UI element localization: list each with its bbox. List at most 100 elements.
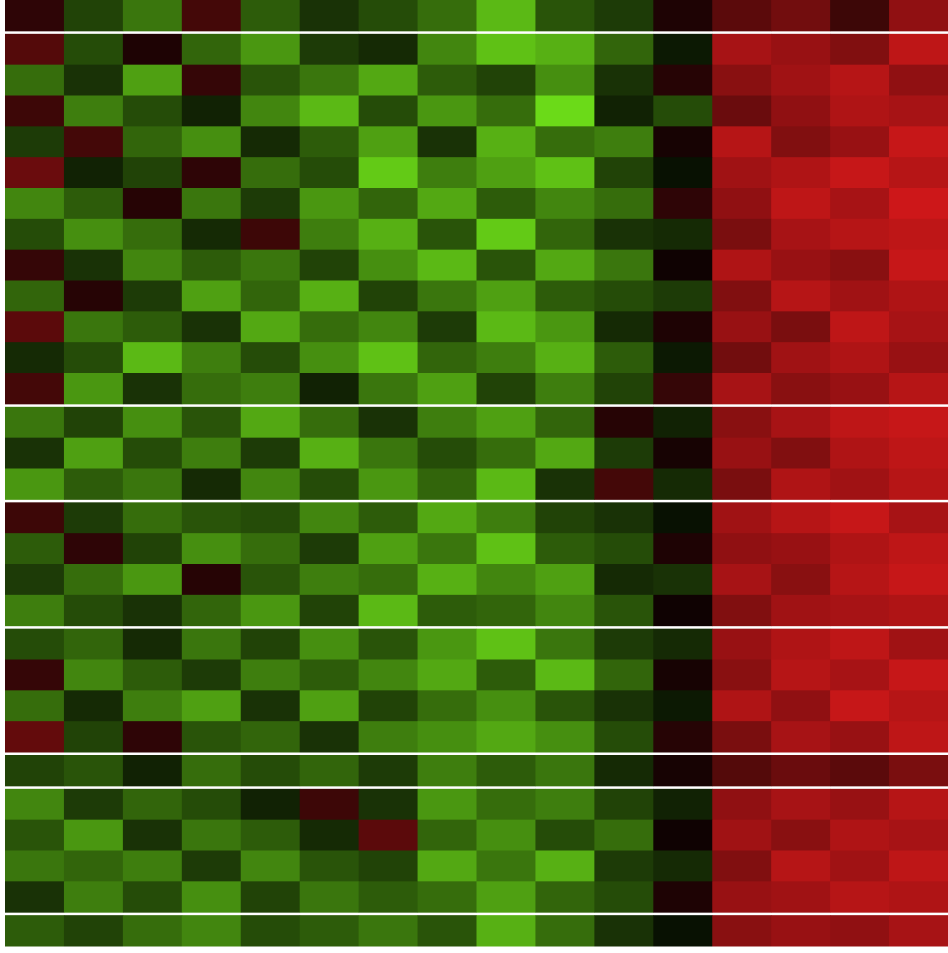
heat-cell (653, 188, 713, 220)
heat-cell (122, 126, 183, 158)
heat-cell (476, 188, 536, 220)
heat-cell (771, 33, 831, 66)
heat-cell (358, 249, 419, 281)
heat-cell (299, 311, 360, 343)
heat-cell (712, 502, 772, 534)
heat-cell (240, 881, 301, 913)
heat-cell (5, 373, 65, 405)
heat-cell (594, 915, 654, 947)
heat-cell (299, 850, 360, 882)
heat-cell (417, 659, 477, 691)
heat-cell (5, 881, 65, 913)
heat-cell (240, 188, 301, 220)
heat-cell (653, 0, 713, 32)
heat-cell (358, 64, 419, 96)
heat-cell (299, 33, 360, 66)
heat-cell (417, 881, 477, 913)
heat-cell (476, 468, 536, 500)
heat-cell (476, 881, 536, 913)
heat-cell (63, 126, 124, 158)
heat-cell (417, 437, 477, 469)
heat-cell (240, 406, 301, 439)
heat-cell (594, 468, 654, 500)
heat-cell (181, 788, 242, 821)
heat-cell (830, 659, 890, 691)
heat-cell (771, 249, 831, 281)
heat-cell (653, 406, 713, 439)
heat-cell (299, 95, 360, 127)
heat-cell (889, 249, 948, 281)
heat-cell (181, 280, 242, 312)
heat-cell (181, 437, 242, 469)
heat-cell (889, 755, 948, 787)
heat-cell (653, 755, 713, 787)
heat-cell (889, 311, 948, 343)
heat-cell (63, 533, 124, 565)
heat-cell (535, 533, 595, 565)
heat-cell (63, 406, 124, 439)
heat-cell (712, 437, 772, 469)
heat-cell (889, 157, 948, 189)
heat-cell (771, 819, 831, 851)
heat-cell (889, 406, 948, 439)
heat-cell (594, 819, 654, 851)
heat-cell (771, 218, 831, 251)
heat-cell (712, 819, 772, 851)
heat-cell (653, 373, 713, 405)
heat-cell (653, 437, 713, 469)
heat-cell (594, 280, 654, 312)
heat-cell (63, 788, 124, 821)
heat-cell (476, 628, 536, 660)
heat-cell (889, 850, 948, 882)
heat-cell (594, 881, 654, 913)
heat-cell (771, 188, 831, 220)
heat-cell (181, 690, 242, 722)
heat-cell (771, 564, 831, 596)
heat-cell (476, 564, 536, 596)
heat-cell (417, 406, 477, 439)
heat-cell (181, 33, 242, 66)
heat-cell (63, 157, 124, 189)
heat-cell (476, 755, 536, 787)
heat-cell (417, 126, 477, 158)
heat-cell (889, 188, 948, 220)
heat-cell (358, 881, 419, 913)
heat-cell (181, 373, 242, 405)
heat-cell (535, 755, 595, 787)
heat-cell (712, 342, 772, 374)
heat-cell (535, 157, 595, 189)
heat-cell (535, 280, 595, 312)
heat-cell (240, 755, 301, 787)
heat-cell (181, 628, 242, 660)
heat-cell (63, 249, 124, 281)
heat-cell (476, 690, 536, 722)
heat-cell (358, 468, 419, 500)
heat-cell (830, 628, 890, 660)
heat-cell (122, 249, 183, 281)
heat-cell (5, 188, 65, 220)
heat-cell (712, 188, 772, 220)
heat-cell (476, 311, 536, 343)
heat-cell (5, 249, 65, 281)
heat-cell (299, 755, 360, 787)
heat-cell (122, 64, 183, 96)
heat-cell (5, 502, 65, 534)
heat-cell (771, 437, 831, 469)
heat-cell (63, 850, 124, 882)
heat-cell (889, 659, 948, 691)
heat-cell (889, 33, 948, 66)
heat-cell (830, 594, 890, 627)
heat-cell (63, 437, 124, 469)
heat-cell (358, 406, 419, 439)
heat-cell (830, 564, 890, 596)
heat-cell (181, 659, 242, 691)
heat-cell (712, 249, 772, 281)
heat-cell (63, 218, 124, 251)
heat-cell (535, 659, 595, 691)
heat-cell (122, 437, 183, 469)
heat-cell (358, 628, 419, 660)
heat-cell (240, 280, 301, 312)
heat-cell (594, 502, 654, 534)
heat-cell (358, 819, 419, 851)
heat-cell (771, 502, 831, 534)
